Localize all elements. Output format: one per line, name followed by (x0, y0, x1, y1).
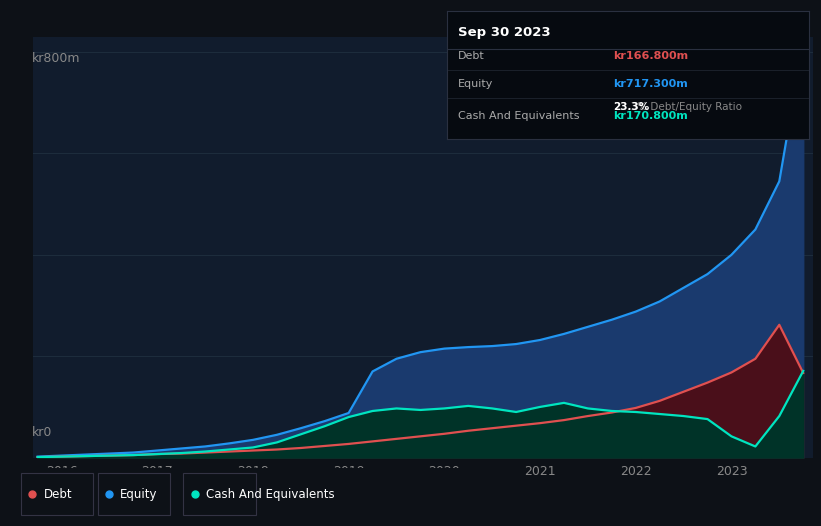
Text: kr717.300m: kr717.300m (613, 79, 688, 89)
Text: Sep 30 2023: Sep 30 2023 (458, 26, 551, 39)
Text: kr170.800m: kr170.800m (613, 111, 688, 121)
Text: Equity: Equity (458, 79, 493, 89)
Text: Equity: Equity (121, 488, 158, 501)
Text: Cash And Equivalents: Cash And Equivalents (458, 111, 580, 121)
Text: kr800m: kr800m (32, 52, 80, 65)
Text: Cash And Equivalents: Cash And Equivalents (206, 488, 335, 501)
Text: Debt: Debt (44, 488, 72, 501)
Text: 23.3%: 23.3% (613, 102, 650, 112)
Text: kr0: kr0 (32, 426, 53, 439)
Text: Debt: Debt (458, 50, 485, 60)
Bar (98, 473, 170, 515)
Bar (184, 473, 256, 515)
Bar (21, 473, 94, 515)
Text: kr166.800m: kr166.800m (613, 50, 689, 60)
Text: 23.3% Debt/Equity Ratio: 23.3% Debt/Equity Ratio (613, 102, 741, 112)
